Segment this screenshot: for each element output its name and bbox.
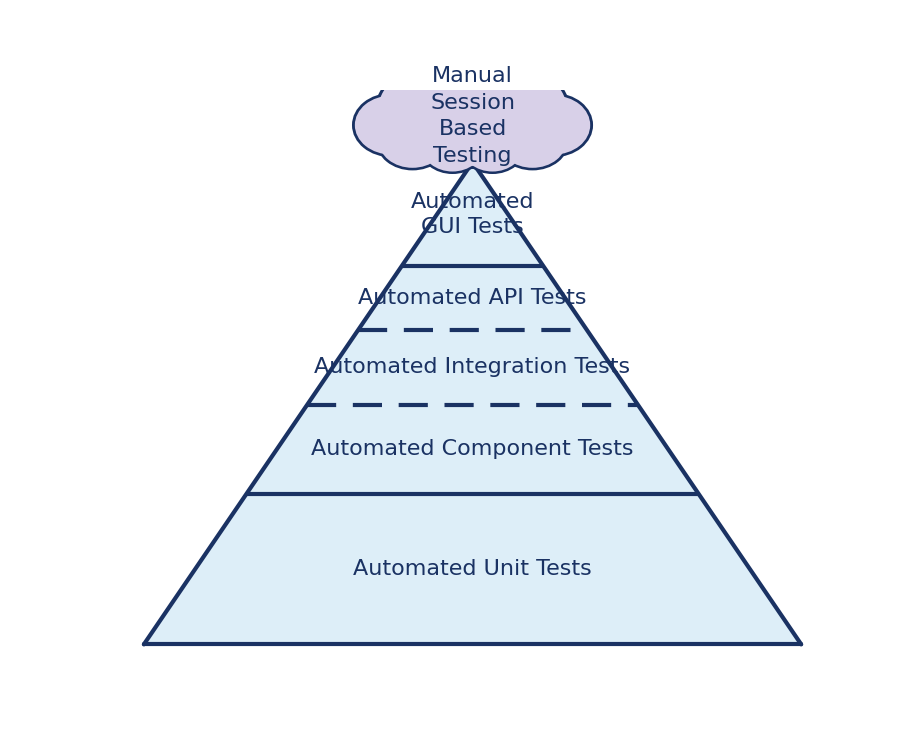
Circle shape — [517, 96, 590, 154]
Text: Manual
Session
Based
Testing: Manual Session Based Testing — [430, 67, 515, 166]
Circle shape — [479, 72, 566, 142]
Text: Automated Integration Tests: Automated Integration Tests — [314, 357, 631, 377]
Text: Automated Component Tests: Automated Component Tests — [312, 440, 633, 460]
Circle shape — [377, 112, 447, 169]
Circle shape — [355, 96, 428, 154]
Text: Automated
GUI Tests: Automated GUI Tests — [411, 192, 534, 236]
Circle shape — [425, 62, 520, 139]
Circle shape — [379, 113, 446, 168]
Text: Automated API Tests: Automated API Tests — [359, 288, 586, 308]
Circle shape — [416, 76, 529, 167]
Circle shape — [516, 94, 591, 155]
Circle shape — [354, 94, 429, 155]
Circle shape — [499, 113, 566, 168]
Circle shape — [462, 122, 523, 172]
Circle shape — [379, 72, 467, 142]
Circle shape — [461, 122, 524, 172]
Circle shape — [421, 122, 484, 172]
Circle shape — [427, 63, 518, 138]
Circle shape — [418, 78, 527, 166]
Circle shape — [498, 112, 568, 169]
Polygon shape — [144, 162, 801, 644]
Circle shape — [377, 70, 467, 143]
Circle shape — [422, 122, 483, 172]
Text: Automated Unit Tests: Automated Unit Tests — [353, 560, 592, 579]
Circle shape — [478, 70, 568, 143]
